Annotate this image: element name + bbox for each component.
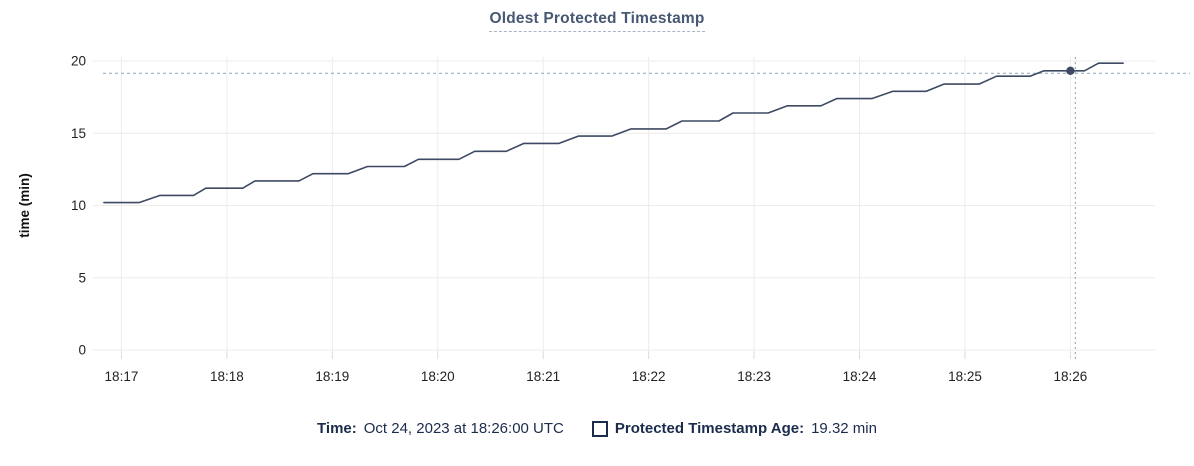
- hover-point-dot: [1066, 66, 1075, 76]
- y-tick-label: 15: [71, 126, 86, 141]
- y-tick-label: 20: [71, 54, 86, 69]
- legend-time-label: Time:: [317, 420, 357, 437]
- x-tick-label: 18:21: [526, 369, 560, 384]
- x-tick-label: 18:20: [421, 369, 455, 384]
- axis-labels: 0 5 10 15 20 18:17 18:18 18:19 18:20 18:21 18:22 18…: [17, 54, 1087, 385]
- y-tick-label: 0: [78, 343, 86, 358]
- chart-canvas[interactable]: 0 5 10 15 20 18:17 18:18 18:19 18:20 18:21 18:22 18…: [0, 0, 1194, 410]
- chart-legend: Time: Oct 24, 2023 at 18:26:00 UTC Prote…: [0, 420, 1194, 437]
- x-tick-label: 18:19: [315, 369, 349, 384]
- legend-series-value: 19.32 min: [811, 420, 877, 437]
- x-tick-label: 18:26: [1054, 369, 1088, 384]
- x-tick-label: 18:17: [105, 369, 139, 384]
- x-tick-label: 18:24: [843, 369, 877, 384]
- gridlines: [93, 57, 1155, 359]
- legend-series-swatch-icon[interactable]: [591, 420, 608, 437]
- y-axis-title: time (min): [17, 173, 32, 238]
- legend-series-label: Protected Timestamp Age:: [614, 420, 805, 437]
- chart-title-row: Oldest Protected Timestamp: [0, 10, 1194, 32]
- legend-time-value: Oct 24, 2023 at 18:26:00 UTC: [363, 420, 564, 437]
- x-tick-label: 18:22: [632, 369, 666, 384]
- chart-title[interactable]: Oldest Protected Timestamp: [489, 10, 705, 32]
- crosshair: [103, 57, 1190, 361]
- x-tick-label: 18:23: [737, 369, 771, 384]
- y-tick-label: 10: [71, 198, 86, 213]
- x-tick-label: 18:25: [948, 369, 982, 384]
- series-line: [103, 62, 1124, 204]
- y-tick-label: 5: [78, 270, 86, 285]
- x-tick-label: 18:18: [210, 369, 244, 384]
